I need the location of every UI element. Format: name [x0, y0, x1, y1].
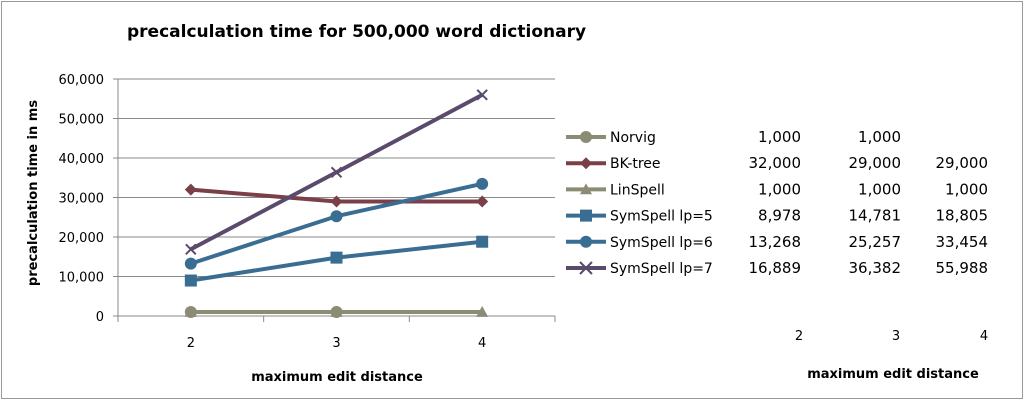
legend-row: BK-tree 32,000 29,000 29,000	[566, 154, 988, 172]
legend-label: SymSpell lp=5	[610, 209, 713, 225]
legend-label: Norvig	[610, 130, 656, 146]
data-point-marker	[184, 183, 197, 196]
data-point-marker	[476, 306, 489, 317]
table-cell: 55,988	[936, 259, 989, 277]
table-column-label: 3	[892, 329, 900, 344]
legend-table: Norvig 1,000 1,000 BK-tree 32,000 29,000 29,00…	[566, 128, 988, 277]
table-column-label: 4	[980, 329, 988, 344]
chart-title: precalculation time for 500,000 word dic…	[127, 22, 586, 42]
x-tick-labels: 2 3 4	[187, 336, 487, 351]
table-cell: 1,000	[858, 128, 901, 146]
data-point-marker	[580, 157, 592, 170]
table-column-label: 2	[795, 329, 803, 344]
data-point-marker	[330, 306, 343, 317]
legend-label: SymSpell lp=7	[610, 261, 713, 277]
marker-stroke	[185, 243, 197, 255]
y-tick-label: 40,000	[59, 152, 105, 167]
y-tick-label: 60,000	[59, 73, 105, 88]
table-cell: 33,454	[936, 233, 989, 251]
data-point-marker	[580, 183, 592, 195]
x-tick-label: 2	[187, 336, 195, 351]
marker-stroke	[330, 166, 343, 178]
y-tick-labels: 0 10,000 20,000 30,000 40,000 50,000 60,000	[59, 73, 105, 325]
y-tick-label: 10,000	[59, 271, 105, 286]
data-point-marker	[330, 251, 343, 264]
table-cell: 1,000	[758, 180, 801, 198]
data-point-marker	[580, 131, 592, 143]
data-point-marker	[330, 210, 343, 223]
y-tick-label: 0	[96, 310, 104, 325]
table-x-axis-label: maximum edit distance	[807, 367, 979, 382]
marker-stroke	[476, 89, 488, 101]
table-cell: 36,382	[849, 259, 902, 277]
series-markers	[184, 89, 489, 319]
legend-row: SymSpell lp=5 8,978 14,781 18,805	[566, 207, 988, 225]
data-point-marker	[580, 235, 592, 248]
y-tick-label: 50,000	[59, 113, 105, 128]
legend-row: Norvig 1,000 1,000	[566, 128, 901, 146]
table-cell: 13,268	[749, 233, 802, 251]
data-point-marker	[476, 177, 489, 190]
legend-row: SymSpell lp=6 13,268 25,257 33,454	[566, 233, 988, 251]
table-cell: 18,805	[936, 207, 989, 225]
table-cell: 29,000	[936, 154, 989, 172]
x-axis-label: maximum edit distance	[251, 370, 423, 385]
x-tick-label: 3	[332, 336, 340, 351]
y-tick-label: 30,000	[59, 192, 105, 207]
data-point-marker	[330, 195, 343, 208]
table-cell: 1,000	[758, 128, 801, 146]
data-point-marker	[184, 257, 197, 270]
legend-label: LinSpell	[610, 182, 665, 198]
data-point-marker	[184, 306, 197, 317]
table-cell: 25,257	[849, 233, 902, 251]
y-tick-label: 20,000	[59, 231, 105, 246]
legend-label: BK-tree	[610, 156, 661, 172]
table-column-labels: 2 3 4	[795, 329, 988, 344]
data-point-marker	[476, 235, 489, 248]
legend-row: SymSpell lp=7 16,889 36,382 55,988	[566, 259, 988, 277]
data-point-marker	[580, 209, 592, 222]
marker-stroke	[579, 261, 593, 275]
y-axis-label: precalculation time in ms	[26, 100, 41, 286]
table-cell: 32,000	[749, 154, 802, 172]
table-cell: 8,978	[758, 207, 801, 225]
table-cell: 29,000	[849, 154, 902, 172]
data-point-marker	[476, 195, 489, 208]
data-point-marker	[476, 89, 488, 101]
table-cell: 1,000	[858, 180, 901, 198]
table-cell: 16,889	[749, 259, 802, 277]
legend-row: LinSpell 1,000 1,000 1,000	[566, 180, 988, 198]
data-point-marker	[185, 243, 197, 255]
data-point-marker	[184, 274, 197, 287]
data-point-marker	[330, 166, 343, 178]
legend-label: SymSpell lp=6	[610, 235, 713, 251]
x-tick-label: 4	[478, 336, 486, 351]
table-cell: 1,000	[945, 180, 988, 198]
data-point-marker	[579, 261, 593, 275]
table-cell: 14,781	[849, 207, 902, 225]
